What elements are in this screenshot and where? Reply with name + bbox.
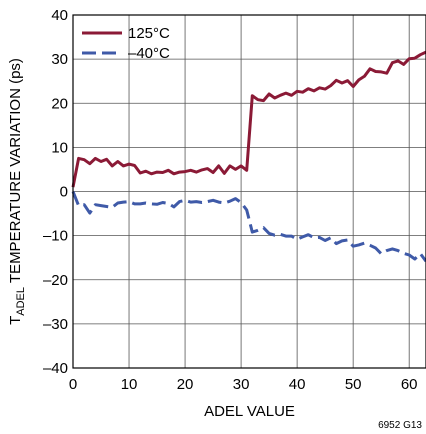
- x-tick-label: 10: [121, 376, 138, 393]
- y-axis-title-subscript: ADEL: [15, 287, 27, 316]
- y-tick-label: 30: [51, 51, 68, 68]
- legend: 125°C –40°C: [82, 25, 170, 62]
- series-layer: [71, 50, 426, 263]
- plot-frame: [72, 14, 426, 369]
- legend-label-2: –40°C: [128, 45, 170, 62]
- y-tick-label: 10: [51, 139, 68, 156]
- x-tick-label: 0: [69, 376, 77, 393]
- y-axis-title-prefix: T: [7, 316, 24, 325]
- y-tick-label: 0: [60, 184, 68, 201]
- y-axis-title: TADEL TEMPERATURE VARIATION (ps): [7, 58, 27, 325]
- x-tick-label: 30: [233, 376, 250, 393]
- y-tick-label: –10: [43, 228, 68, 245]
- figure-id: 6952 G13: [378, 420, 422, 431]
- x-tick-label: 20: [177, 376, 194, 393]
- series-line-1: [71, 50, 426, 188]
- y-axis-title-rest: TEMPERATURE VARIATION (ps): [7, 58, 24, 287]
- y-tick-label: 20: [51, 95, 68, 112]
- x-tick-label: 40: [289, 376, 306, 393]
- x-tick-label: 60: [401, 376, 418, 393]
- y-tick-label: 40: [51, 7, 68, 24]
- ticks: 0 10 20 30 40 50 60 40 30 20 10 0 –10 –20 –30 –40: [43, 7, 418, 393]
- y-tick-label: –40: [43, 360, 68, 377]
- y-tick-label: –30: [43, 316, 68, 333]
- x-tick-label: 50: [345, 376, 362, 393]
- y-tick-label: –20: [43, 272, 68, 289]
- legend-label-1: 125°C: [128, 25, 170, 42]
- x-axis-title: ADEL VALUE: [204, 403, 295, 420]
- grid: [73, 15, 426, 368]
- series-line-2: [71, 190, 426, 263]
